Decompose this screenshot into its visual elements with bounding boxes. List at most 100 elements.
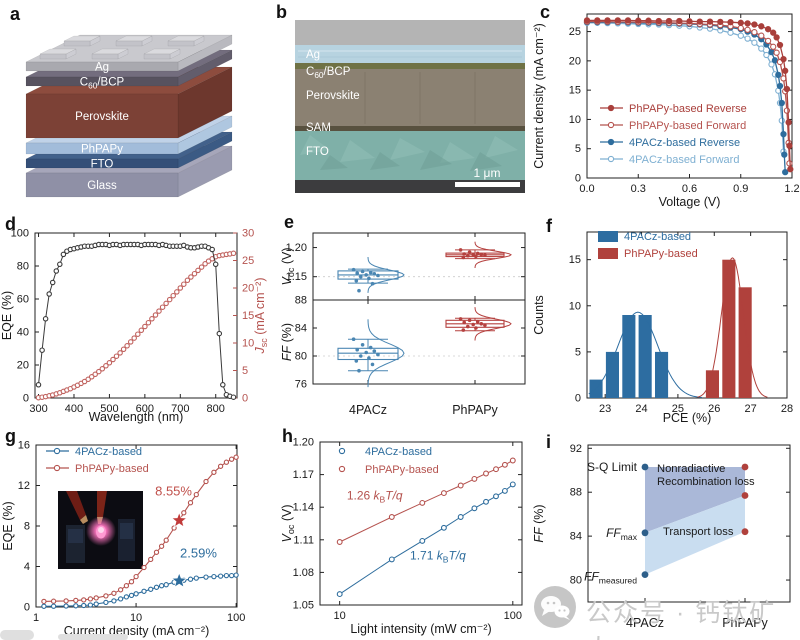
svg-text:1.20: 1.20: [286, 242, 307, 254]
svg-text:12: 12: [18, 480, 30, 492]
panel-f-pce-histogram: 23 24 25 26 27 28 0 5 10 15 PCE (%) Counts 4PACz-bas…: [532, 231, 793, 425]
svg-text:25: 25: [569, 26, 581, 38]
svg-text:0.9: 0.9: [733, 183, 748, 195]
svg-text:80: 80: [17, 261, 29, 273]
svg-text:15: 15: [242, 310, 254, 322]
svg-text:25: 25: [672, 403, 684, 415]
svg-text:0.6: 0.6: [682, 183, 697, 195]
svg-text:Jsc (mA cm⁻²): Jsc (mA cm⁻²): [253, 277, 269, 354]
svg-text:Wavelength (nm): Wavelength (nm): [89, 410, 184, 424]
svg-text:1.71 kBT/q: 1.71 kBT/q: [410, 548, 466, 564]
svg-text:PhPAPy-based: PhPAPy-based: [75, 463, 149, 475]
svg-text:80: 80: [570, 575, 582, 587]
svg-text:10: 10: [569, 300, 581, 312]
svg-text:PCE (%): PCE (%): [663, 411, 712, 425]
svg-text:24: 24: [635, 403, 647, 415]
svg-text:30: 30: [242, 228, 254, 240]
watermark-text: 公众号 · 钙钛矿人: [586, 599, 777, 640]
svg-text:PhPAPy-based Forward: PhPAPy-based Forward: [629, 120, 746, 132]
svg-text:1.08: 1.08: [293, 567, 314, 579]
panel-d-eqe-chart: 300 400 500 600 700 800020406080100Wavelength…: [0, 228, 269, 425]
svg-text:Recombination loss: Recombination loss: [657, 476, 755, 488]
svg-text:84: 84: [295, 323, 307, 335]
svg-text:0: 0: [23, 393, 29, 405]
panel-c-jv-chart: 0.0 0.3 0.6 0.9 1.2 0 5 10 15 20 25 Voltage (V) Curr…: [532, 13, 800, 209]
svg-text:FFmeasured: FFmeasured: [584, 570, 637, 586]
svg-text:0: 0: [575, 173, 581, 185]
page-artifact: [0, 630, 34, 640]
svg-text:PhPAPy: PhPAPy: [81, 144, 123, 156]
svg-text:Ag: Ag: [95, 62, 109, 74]
svg-text:PhPAPy: PhPAPy: [722, 616, 768, 630]
svg-text:0.3: 0.3: [631, 183, 646, 195]
svg-text:88: 88: [295, 295, 307, 307]
panel-letter-h: h: [282, 426, 293, 446]
svg-text:PhPAPy-based Reverse: PhPAPy-based Reverse: [629, 103, 747, 115]
svg-text:10: 10: [569, 114, 581, 126]
panel-letter-b: b: [276, 2, 287, 22]
svg-text:16: 16: [18, 440, 30, 452]
svg-text:S-Q Limit: S-Q Limit: [587, 460, 638, 474]
panel-letter-d: d: [5, 214, 16, 234]
svg-text:0.0: 0.0: [579, 183, 594, 195]
panel-i-ffloss-chart: 80 84 88 92 FF (%) NonradiactiveRecombination…: [532, 443, 791, 630]
svg-text:84: 84: [570, 531, 582, 543]
svg-text:20: 20: [242, 283, 254, 295]
svg-text:4PACz-based: 4PACz-based: [75, 446, 142, 458]
svg-text:Nonradiactive: Nonradiactive: [657, 463, 725, 475]
svg-text:Counts: Counts: [532, 295, 546, 335]
svg-text:FF (%): FF (%): [280, 323, 294, 361]
svg-text:500: 500: [100, 403, 118, 415]
svg-text:27: 27: [745, 403, 757, 415]
page-artifact: [58, 634, 128, 640]
svg-text:4: 4: [24, 561, 30, 573]
svg-text:1.2: 1.2: [784, 183, 799, 195]
svg-text:FTO: FTO: [306, 146, 329, 158]
svg-text:Ag: Ag: [306, 49, 320, 61]
svg-text:100: 100: [11, 228, 29, 240]
svg-text:28: 28: [781, 403, 793, 415]
panel-letter-c: c: [540, 2, 551, 22]
svg-text:1 μm: 1 μm: [474, 166, 501, 180]
svg-text:20: 20: [569, 55, 581, 67]
svg-text:10: 10: [334, 610, 346, 622]
svg-text:0: 0: [575, 393, 581, 405]
svg-text:4PACz-based: 4PACz-based: [624, 231, 691, 243]
svg-text:10: 10: [130, 612, 142, 624]
svg-text:26: 26: [708, 403, 720, 415]
svg-text:5: 5: [242, 365, 248, 377]
panel-b-sem-image: Ag C60/BCP Perovskite SAM FTO 1 μm: [295, 20, 525, 193]
svg-text:1: 1: [33, 612, 39, 624]
svg-text:FTO: FTO: [91, 159, 114, 171]
svg-text:1.11: 1.11: [293, 534, 314, 546]
svg-text:Current density (mA cm⁻²): Current density (mA cm⁻²): [532, 23, 546, 169]
panel-h-voc-light-chart: 10 100 1.05 1.08 1.11 1.14 1.17 1.20 Light inten…: [280, 437, 523, 636]
svg-text:C60/BCP: C60/BCP: [306, 66, 351, 80]
svg-text:FFmax: FFmax: [606, 526, 638, 542]
svg-text:0: 0: [242, 393, 248, 405]
svg-text:4PACz-based: 4PACz-based: [365, 446, 432, 458]
svg-text:Voltage (V): Voltage (V): [659, 195, 721, 209]
svg-text:Transport loss: Transport loss: [663, 526, 734, 538]
panel-letter-i: i: [546, 432, 552, 452]
svg-text:23: 23: [599, 403, 611, 415]
svg-text:5: 5: [575, 143, 581, 155]
svg-text:100: 100: [227, 612, 245, 624]
svg-text:15: 15: [569, 254, 581, 266]
svg-text:Perovskite: Perovskite: [306, 90, 360, 102]
svg-text:800: 800: [207, 403, 225, 415]
svg-text:20: 20: [17, 360, 29, 372]
svg-text:Glass: Glass: [87, 180, 117, 192]
svg-text:10: 10: [242, 338, 254, 350]
svg-text:EQE (%): EQE (%): [1, 501, 15, 550]
svg-text:300: 300: [29, 403, 47, 415]
svg-text:Voc (V): Voc (V): [280, 248, 296, 286]
svg-text:76: 76: [295, 379, 307, 391]
svg-text:SAM: SAM: [306, 122, 331, 134]
svg-text:4PACz-based Reverse: 4PACz-based Reverse: [629, 137, 740, 149]
svg-text:5: 5: [575, 346, 581, 358]
svg-text:0: 0: [24, 602, 30, 614]
svg-text:1.14: 1.14: [293, 502, 314, 514]
